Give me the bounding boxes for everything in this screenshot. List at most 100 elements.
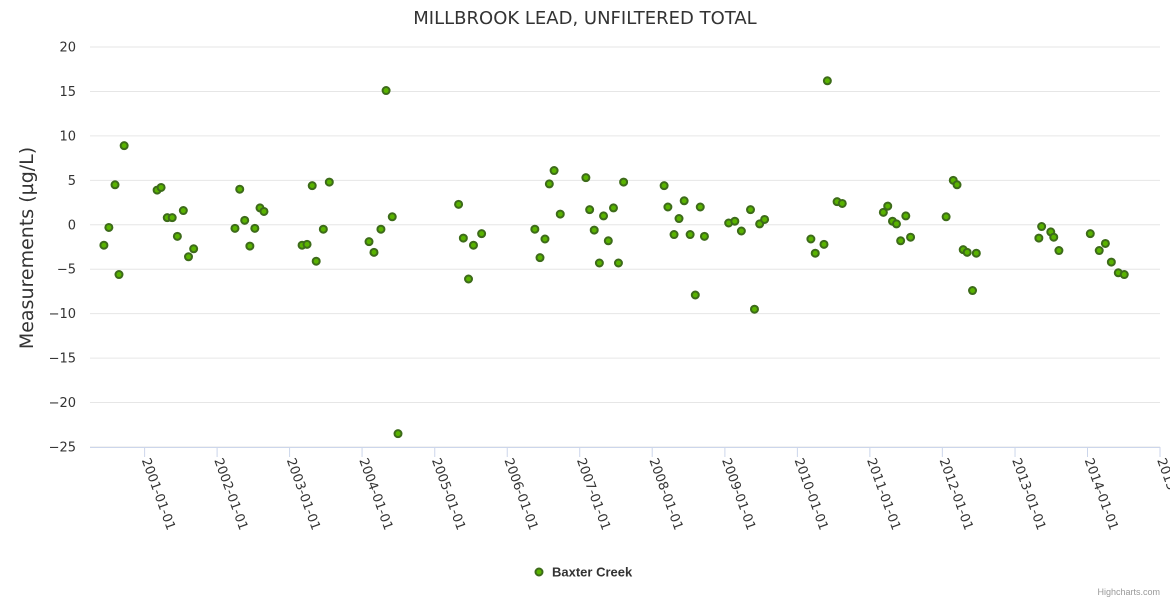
data-point[interactable]: [695, 202, 705, 212]
data-point[interactable]: [104, 222, 114, 232]
data-point[interactable]: [1034, 233, 1044, 243]
x-tick-label: 2009-01-01: [718, 456, 758, 532]
y-tick-label: −15: [49, 352, 76, 367]
data-point[interactable]: [110, 180, 120, 190]
data-point[interactable]: [235, 184, 245, 194]
series-baxter-creek[interactable]: [99, 76, 1129, 439]
data-point[interactable]: [585, 205, 595, 215]
data-point[interactable]: [99, 240, 109, 250]
data-point[interactable]: [589, 225, 599, 235]
legend-item-baxter-creek[interactable]: Baxter Creek: [552, 565, 633, 580]
data-point[interactable]: [1037, 222, 1047, 232]
data-point[interactable]: [178, 206, 188, 216]
data-point[interactable]: [1085, 229, 1095, 239]
data-point[interactable]: [822, 76, 832, 86]
legend[interactable]: Baxter Creek: [534, 565, 633, 580]
x-tick-label: 2010-01-01: [791, 456, 831, 532]
data-point[interactable]: [302, 239, 312, 249]
data-point[interactable]: [393, 429, 403, 439]
data-point[interactable]: [454, 199, 464, 209]
data-point[interactable]: [619, 177, 629, 187]
data-point[interactable]: [891, 219, 901, 229]
x-tick-label: 2003-01-01: [283, 456, 323, 532]
data-point[interactable]: [167, 213, 177, 223]
data-point[interactable]: [381, 86, 391, 96]
data-point[interactable]: [952, 180, 962, 190]
data-point[interactable]: [240, 215, 250, 225]
data-point[interactable]: [376, 224, 386, 234]
data-point[interactable]: [535, 253, 545, 263]
data-point[interactable]: [549, 166, 559, 176]
x-tick-label: 2014-01-01: [1081, 456, 1121, 532]
data-point[interactable]: [659, 181, 669, 191]
data-point[interactable]: [1094, 246, 1104, 256]
data-point[interactable]: [971, 248, 981, 258]
x-tick-label: 2007-01-01: [573, 456, 613, 532]
data-point[interactable]: [613, 258, 623, 268]
data-point[interactable]: [189, 244, 199, 254]
data-point[interactable]: [311, 256, 321, 266]
data-point[interactable]: [878, 207, 888, 217]
data-point[interactable]: [119, 141, 129, 151]
data-point[interactable]: [599, 211, 609, 221]
data-point[interactable]: [837, 198, 847, 208]
data-point[interactable]: [810, 248, 820, 258]
y-tick-label: −5: [57, 263, 76, 278]
data-point[interactable]: [674, 214, 684, 224]
data-point[interactable]: [1100, 238, 1110, 248]
data-point[interactable]: [307, 181, 317, 191]
data-point[interactable]: [530, 224, 540, 234]
data-point[interactable]: [464, 274, 474, 284]
data-point[interactable]: [819, 239, 829, 249]
data-point[interactable]: [679, 196, 689, 206]
data-point[interactable]: [468, 240, 478, 250]
data-point[interactable]: [230, 223, 240, 233]
data-point[interactable]: [690, 290, 700, 300]
data-point[interactable]: [184, 252, 194, 262]
data-point[interactable]: [730, 216, 740, 226]
data-point[interactable]: [387, 212, 397, 222]
data-point[interactable]: [1054, 246, 1064, 256]
data-point[interactable]: [962, 247, 972, 257]
data-point[interactable]: [669, 230, 679, 240]
data-point[interactable]: [555, 209, 565, 219]
data-point[interactable]: [603, 236, 613, 246]
data-point[interactable]: [172, 231, 182, 241]
data-point[interactable]: [581, 173, 591, 183]
data-point[interactable]: [941, 212, 951, 222]
data-point[interactable]: [324, 177, 334, 187]
data-point[interactable]: [156, 182, 166, 192]
data-point[interactable]: [245, 241, 255, 251]
x-tick-label: 2012-01-01: [936, 456, 976, 532]
data-point[interactable]: [749, 304, 759, 314]
data-point[interactable]: [736, 226, 746, 236]
data-point[interactable]: [544, 179, 554, 189]
data-point[interactable]: [114, 270, 124, 280]
data-point[interactable]: [250, 223, 260, 233]
x-tick-label: 2006-01-01: [500, 456, 540, 532]
data-point[interactable]: [699, 231, 709, 241]
data-point[interactable]: [608, 203, 618, 213]
data-point[interactable]: [883, 201, 893, 211]
data-point[interactable]: [968, 286, 978, 296]
data-point[interactable]: [1106, 257, 1116, 267]
credits-link[interactable]: Highcharts.com: [1097, 587, 1160, 597]
data-point[interactable]: [540, 234, 550, 244]
data-point[interactable]: [896, 236, 906, 246]
data-point[interactable]: [663, 202, 673, 212]
data-point[interactable]: [477, 229, 487, 239]
data-point[interactable]: [760, 214, 770, 224]
data-point[interactable]: [806, 234, 816, 244]
data-point[interactable]: [259, 206, 269, 216]
data-point[interactable]: [369, 247, 379, 257]
data-point[interactable]: [458, 233, 468, 243]
data-point[interactable]: [364, 237, 374, 247]
data-point[interactable]: [685, 230, 695, 240]
data-point[interactable]: [1049, 232, 1059, 242]
data-point[interactable]: [901, 211, 911, 221]
data-point[interactable]: [906, 232, 916, 242]
data-point[interactable]: [594, 258, 604, 268]
data-point[interactable]: [746, 205, 756, 215]
data-point[interactable]: [1119, 270, 1129, 280]
data-point[interactable]: [318, 224, 328, 234]
